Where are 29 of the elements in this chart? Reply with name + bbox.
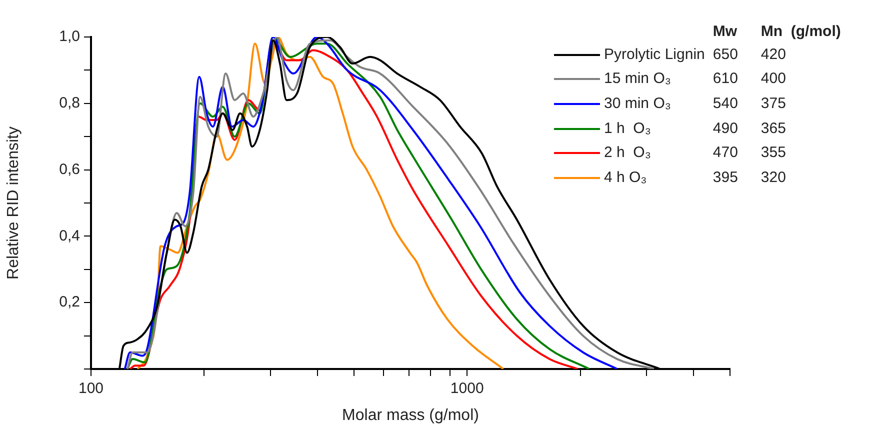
text: 420: [760, 44, 787, 65]
annotation: 540: [712, 94, 739, 114]
x-tick-label: 100: [78, 380, 104, 398]
text: 400: [760, 69, 787, 90]
legend-label: Pyrolytic Lignin: [603, 44, 705, 65]
annotation: 490: [712, 118, 739, 139]
x-axis-title: Molar mass (g/mol): [342, 406, 479, 424]
annotation: 650: [712, 44, 739, 65]
y-tick-label: 0,8: [59, 94, 80, 112]
annotation: 470: [712, 143, 739, 164]
y-tick-label: 0,2: [59, 294, 80, 311]
text: 355: [760, 143, 787, 164]
y-tick-label: 0,6: [59, 160, 80, 178]
annotation: 610: [712, 69, 739, 90]
text: Mn (g/mol): [760, 22, 842, 42]
annotation: Mw: [712, 22, 738, 42]
text: 320: [760, 168, 787, 188]
legend-label: 1 h O₃: [603, 118, 652, 139]
y-tick-label: 1,0: [59, 28, 80, 46]
text: 365: [760, 118, 787, 139]
legend-label: 30 min O₃: [603, 94, 672, 114]
legend-label: 4 h O₃: [603, 168, 648, 188]
y-tick-label: 0,4: [59, 227, 80, 244]
annotation: 395: [712, 168, 739, 188]
y-axis-title: Relative RID intensity: [5, 126, 22, 280]
text: 375: [760, 94, 787, 114]
legend-label: 15 min O₃: [603, 69, 672, 90]
x-tick-label: 1000: [450, 380, 484, 398]
legend-label: 2 h O₃: [603, 143, 652, 164]
